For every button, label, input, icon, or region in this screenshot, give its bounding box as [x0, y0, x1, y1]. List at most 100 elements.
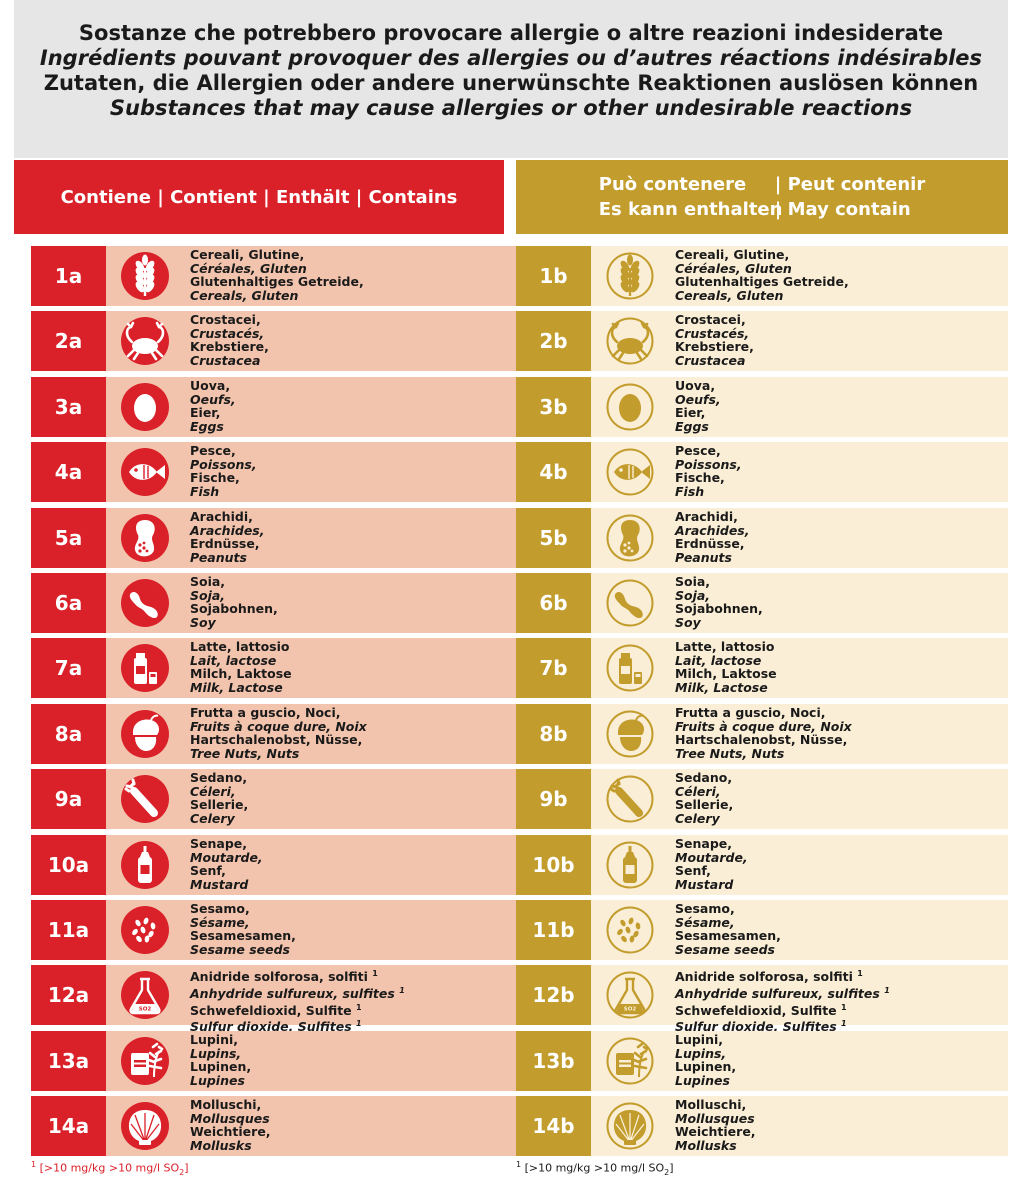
celery-icon: [121, 775, 169, 823]
allergen-french: Fruits à coque dure, Noix: [675, 718, 852, 734]
allergen-number: 9: [54, 787, 69, 811]
allergen-italian: Senape,: [190, 836, 247, 851]
allergen-names: Anidride solforosa, solfiti 1 Anhydride s…: [190, 967, 405, 1034]
column-suffix: b: [553, 395, 568, 419]
title-english: Substances that may cause allergies or o…: [109, 96, 913, 120]
allergen-english: Mustard: [675, 876, 734, 892]
footnote-text: [>10 mg/kg >10 mg/l SO: [39, 1161, 180, 1175]
allergen-panel: [591, 965, 1008, 1025]
allergen-german: Glutenhaltiges Getreide,: [675, 274, 849, 290]
allergen-number: 7: [54, 656, 69, 680]
allergen-french: Anhydride sulfureux, sulfites: [675, 985, 880, 1001]
column-suffix: b: [553, 264, 568, 288]
shell-icon: [121, 1102, 169, 1150]
title-italian: Sostanze che potrebbero provocare allerg…: [78, 21, 944, 45]
footnote-may-contain: 1 [>10 mg/kg >10 mg/l SO2]: [516, 1160, 674, 1177]
allergen-names: Crostacei, Crustacés, Krebstiere, Crustacea: [675, 313, 754, 367]
allergen-panel: [106, 704, 521, 764]
allergen-english: Sesame seeds: [675, 941, 775, 957]
allergen-panel: [591, 508, 1008, 568]
footnote-ref: 1: [884, 985, 890, 995]
allergen-number: 2: [539, 329, 554, 353]
allergen-panel: [591, 573, 1008, 633]
allergen-panel: [591, 311, 1008, 371]
allergen-italian: Pesce,: [675, 443, 721, 458]
allergen-english: Sesame seeds: [190, 941, 290, 957]
allergen-english: Sulfur dioxide, Sulfites: [675, 1019, 837, 1035]
allergen-english: Tree Nuts, Nuts: [675, 745, 785, 761]
allergen-english: Crustacea: [675, 352, 746, 368]
allergen-french: Mollusques: [190, 1110, 270, 1126]
sulphite-icon: SO2: [121, 971, 169, 1019]
allergen-number: 8: [539, 722, 554, 746]
column-suffix: a: [68, 526, 83, 550]
crab-icon: [606, 317, 654, 365]
column-suffix: a: [75, 918, 90, 942]
column-suffix: b: [553, 526, 568, 550]
allergen-french: Mollusques: [675, 1110, 755, 1126]
allergen-german: Weichtiere,: [675, 1124, 756, 1140]
allergen-english: Crustacea: [190, 352, 261, 368]
allergen-french: Oeufs,: [190, 391, 236, 407]
soybean-icon: [606, 579, 654, 627]
column-suffix: b: [560, 983, 575, 1007]
allergen-english: Soy: [675, 614, 701, 630]
allergen-panel: [106, 246, 521, 306]
column-suffix: b: [553, 787, 568, 811]
allergen-panel: [591, 1096, 1008, 1156]
column-suffix: a: [68, 264, 83, 288]
allergen-code: 11 a: [31, 900, 106, 960]
footnote-mark: 1: [516, 1160, 522, 1169]
allergen-english: Cereals, Gluten: [190, 287, 299, 303]
footnote-ref: 1: [399, 985, 405, 995]
allergen-english: Milk, Lactose: [190, 679, 283, 695]
so2-label: SO2: [624, 1006, 637, 1012]
allergen-italian: Latte, lattosio: [190, 639, 290, 654]
allergen-names: Anidride solforosa, solfiti 1 Anhydride s…: [675, 967, 890, 1034]
allergen-names: Pesce, Poissons, Fische, Fish: [675, 444, 742, 498]
contains-column-header: Contiene | Contient | Enthält | Contains: [14, 160, 504, 234]
allergen-names: Sedano, Céleri, Sellerie, Celery: [190, 771, 248, 825]
crab-icon: [121, 317, 169, 365]
allergen-italian: Sesamo,: [675, 901, 735, 916]
footnote-mark: 1: [31, 1160, 37, 1169]
lupin-icon: [606, 1037, 654, 1085]
column-suffix: a: [75, 1114, 90, 1138]
allergen-panel: [106, 508, 521, 568]
allergen-german: Eier,: [675, 405, 706, 421]
allergen-german: Sellerie,: [675, 797, 734, 813]
sesame-icon: [121, 906, 169, 954]
allergen-italian: Anidride solforosa, solfiti: [675, 969, 853, 985]
column-suffix: a: [75, 1049, 90, 1073]
allergen-italian: Cereali, Glutine,: [675, 247, 790, 262]
allergen-german: Sesamesamen,: [675, 928, 781, 944]
allergen-german: Weichtiere,: [190, 1124, 271, 1140]
allergen-german: Lupinen,: [675, 1059, 737, 1075]
allergen-code: 10 a: [31, 835, 106, 895]
allergen-number: 13: [532, 1049, 561, 1073]
column-suffix: b: [553, 722, 568, 746]
allergen-german: Senf,: [190, 863, 226, 879]
allergen-names: Uova, Oeufs, Eier, Eggs: [675, 379, 721, 433]
so2-label: SO2: [139, 1006, 152, 1012]
allergen-names: Uova, Oeufs, Eier, Eggs: [190, 379, 236, 433]
allergen-french: Fruits à coque dure, Noix: [190, 718, 367, 734]
allergen-code: 11 b: [516, 900, 591, 960]
allergen-french: Soja,: [675, 587, 711, 603]
allergen-german: Krebstiere,: [675, 339, 754, 355]
allergen-french: Céréales, Gluten: [675, 260, 792, 276]
allergen-german: Fische,: [675, 470, 725, 486]
allergen-french: Crustacés,: [190, 325, 265, 341]
milk-icon: [121, 644, 169, 692]
allergen-names: Sesamo, Sésame, Sesamesamen, Sesame seeds: [190, 902, 296, 956]
column-suffix: b: [553, 329, 568, 353]
allergen-french: Arachides,: [190, 522, 265, 538]
allergen-panel: [591, 246, 1008, 306]
allergen-italian: Arachidi,: [675, 509, 738, 524]
footnote-ref: 1: [356, 1002, 362, 1012]
allergen-names: Frutta a guscio, Noci, Fruits à coque dur…: [190, 706, 367, 760]
